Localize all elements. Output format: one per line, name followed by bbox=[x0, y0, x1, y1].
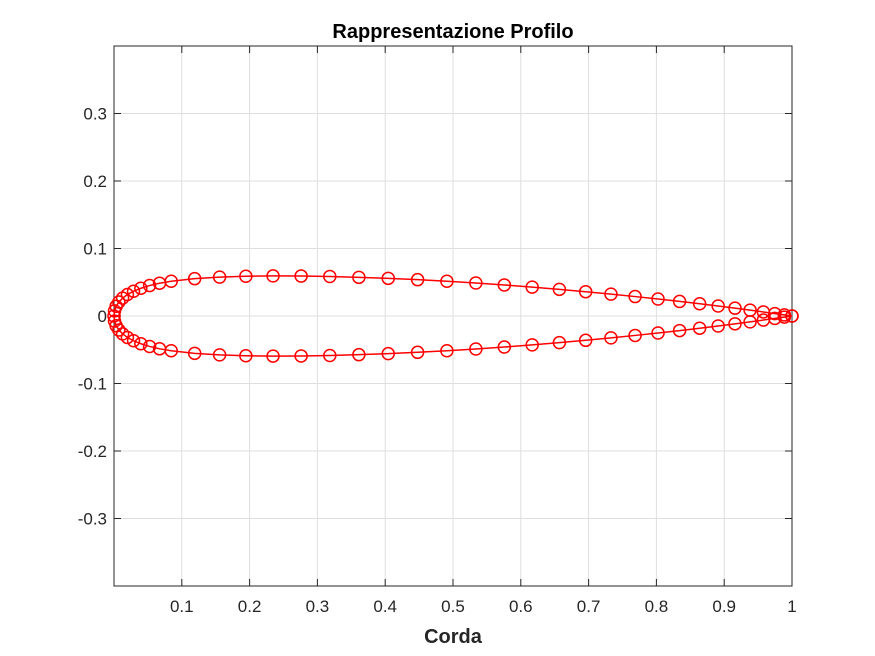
data-point bbox=[294, 269, 308, 283]
data-point bbox=[651, 326, 665, 340]
x-tick-label: 1 bbox=[787, 597, 796, 616]
data-point bbox=[711, 299, 725, 313]
x-tick-label: 0.4 bbox=[373, 597, 397, 616]
data-point bbox=[768, 311, 782, 326]
chart-title: Rappresentazione Profilo bbox=[332, 21, 573, 43]
data-point bbox=[410, 345, 425, 360]
data-point bbox=[756, 305, 771, 319]
y-tick-label: -0.2 bbox=[78, 442, 107, 461]
data-point bbox=[469, 276, 483, 290]
data-point bbox=[323, 348, 337, 363]
data-point bbox=[728, 301, 742, 315]
data-point bbox=[692, 321, 707, 335]
y-tick-label: 0.3 bbox=[83, 105, 107, 124]
data-point bbox=[187, 271, 202, 286]
data-point bbox=[115, 291, 130, 305]
data-point bbox=[212, 348, 227, 362]
series-airfoil bbox=[107, 269, 799, 363]
data-point bbox=[187, 346, 202, 361]
data-point bbox=[410, 272, 425, 287]
data-point bbox=[381, 271, 395, 286]
data-point bbox=[711, 319, 725, 333]
y-tick-labels: 0.3 0.2 0.1 0 -0.1 -0.2 -0.3 bbox=[78, 105, 107, 529]
data-point bbox=[142, 278, 157, 293]
data-point bbox=[672, 323, 687, 338]
data-point bbox=[777, 310, 792, 324]
data-point bbox=[212, 270, 227, 284]
y-tick-label: 0 bbox=[98, 307, 107, 326]
data-point bbox=[142, 339, 157, 354]
data-point bbox=[692, 297, 707, 311]
data-point bbox=[126, 334, 141, 348]
data-point bbox=[469, 342, 483, 356]
data-point bbox=[152, 276, 167, 290]
data-point bbox=[440, 274, 454, 288]
data-point bbox=[107, 304, 122, 318]
data-point bbox=[164, 344, 178, 358]
data-point bbox=[525, 338, 539, 352]
data-point bbox=[728, 317, 742, 331]
x-tick-labels: 0.1 0.2 0.3 0.4 0.5 0.6 0.7 0.8 0.9 1 bbox=[170, 597, 797, 616]
data-point bbox=[525, 280, 539, 294]
x-tick-label: 0.5 bbox=[441, 597, 465, 616]
data-point bbox=[352, 347, 366, 362]
x-tick-label: 0.7 bbox=[577, 597, 601, 616]
x-tick-label: 0.9 bbox=[712, 597, 736, 616]
data-point bbox=[381, 346, 395, 361]
y-tick-label: 0.1 bbox=[83, 240, 107, 259]
data-point bbox=[440, 344, 454, 358]
data-point bbox=[497, 278, 512, 292]
y-tick-label: -0.3 bbox=[78, 510, 107, 529]
data-point bbox=[352, 270, 366, 285]
data-point bbox=[266, 269, 280, 283]
x-tick-label: 0.8 bbox=[645, 597, 669, 616]
x-tick-label: 0.2 bbox=[238, 597, 262, 616]
data-point bbox=[107, 309, 121, 323]
data-point bbox=[578, 333, 593, 348]
y-tick-label: -0.1 bbox=[78, 375, 107, 394]
data-point bbox=[134, 281, 148, 296]
data-point bbox=[552, 335, 567, 350]
data-point bbox=[672, 294, 687, 309]
data-point bbox=[134, 336, 148, 351]
data-point bbox=[578, 284, 593, 299]
data-point bbox=[239, 269, 253, 283]
data-point bbox=[552, 282, 567, 297]
data-point bbox=[604, 287, 618, 301]
x-tick-label: 0.6 bbox=[509, 597, 533, 616]
x-axis-label: Corda bbox=[424, 626, 483, 648]
data-point bbox=[743, 315, 757, 329]
x-tick-label: 0.1 bbox=[170, 597, 194, 616]
data-point bbox=[651, 292, 665, 306]
data-point bbox=[112, 323, 126, 337]
data-point bbox=[604, 331, 618, 345]
data-point bbox=[323, 269, 337, 284]
data-point bbox=[628, 289, 642, 304]
y-tick-label: 0.2 bbox=[83, 172, 107, 191]
data-point bbox=[628, 328, 642, 343]
data-point bbox=[294, 349, 308, 363]
data-point bbox=[497, 340, 512, 354]
x-tick-label: 0.3 bbox=[306, 597, 330, 616]
data-point bbox=[239, 349, 253, 363]
series-line bbox=[113, 275, 793, 357]
data-point bbox=[266, 349, 280, 363]
data-point bbox=[785, 309, 799, 323]
